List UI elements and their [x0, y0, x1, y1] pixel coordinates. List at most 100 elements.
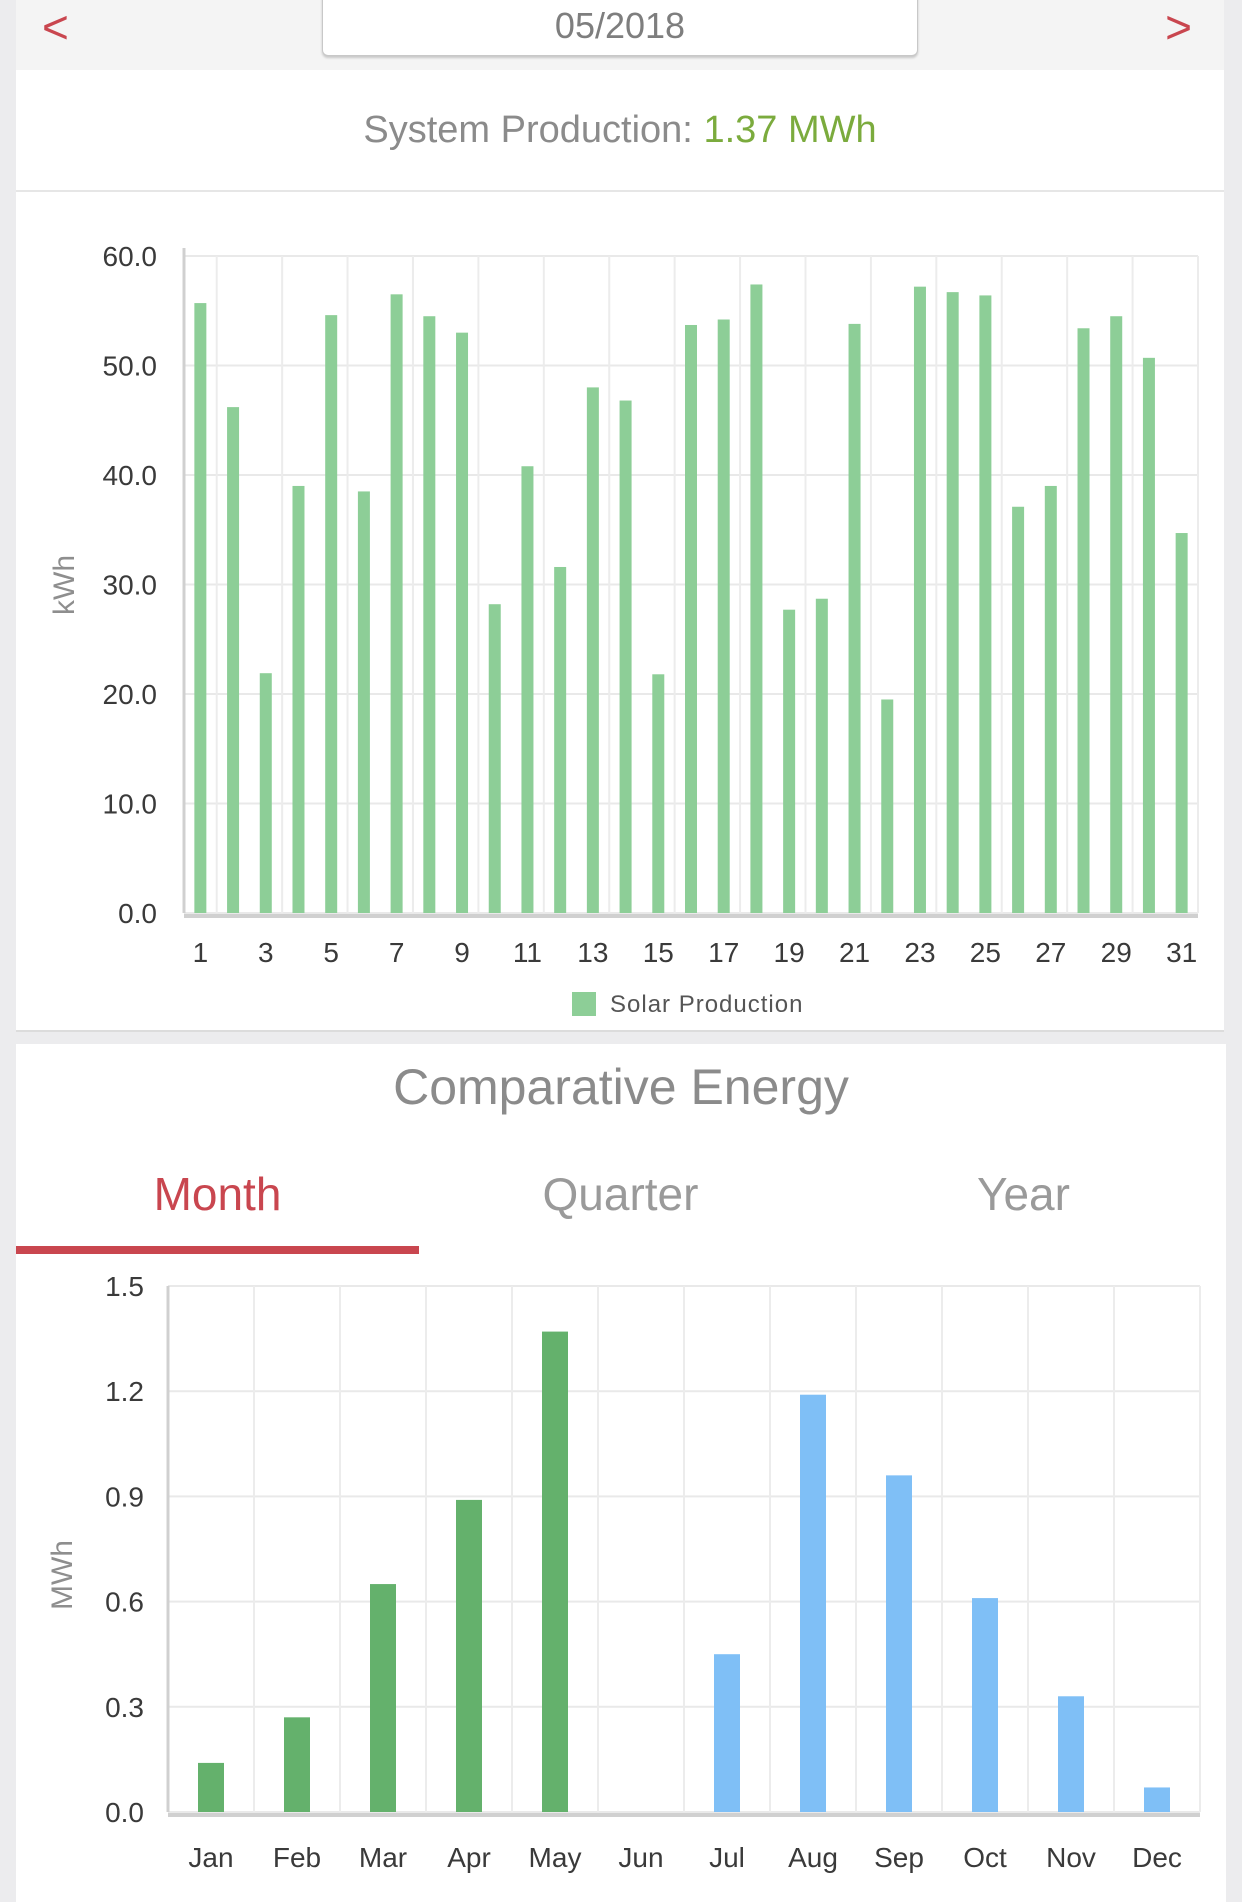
daily-bar [423, 316, 436, 914]
daily-bar [750, 284, 763, 914]
daily-production-chart: 0.010.020.030.040.050.060.01 3 5 7 9 11 13 15 17… [48, 241, 1199, 1018]
comparative-energy-card: Comparative Energy Month Quarter Year 0.… [16, 1044, 1226, 1902]
monthly-bar [542, 1331, 568, 1812]
x-tick-label: Dec [1132, 1842, 1182, 1873]
system-production-label: System Production: [363, 109, 693, 151]
daily-bar [554, 566, 567, 913]
daily-bar [227, 407, 240, 913]
daily-bar [292, 485, 305, 913]
daily-bar [456, 332, 469, 913]
daily-bar [488, 604, 501, 913]
y-tick-label: 0.3 [105, 1692, 144, 1723]
comparative-energy-title: Comparative Energy [393, 1059, 849, 1115]
x-tick-label: 7 [389, 937, 405, 968]
x-tick-label: 23 [904, 937, 935, 968]
monthly-bar [456, 1499, 482, 1812]
x-tick-label: 31 [1166, 937, 1197, 968]
daily-bar [783, 609, 796, 913]
monthly-bar [1144, 1787, 1170, 1812]
y-tick-label: 50.0 [103, 351, 158, 382]
daily-bar [521, 466, 534, 913]
daily-bar [1175, 533, 1188, 913]
next-period-button[interactable]: > [1165, 1, 1192, 53]
daily-bar [1077, 328, 1090, 913]
daily-bar [815, 598, 828, 913]
daily-bar [979, 295, 992, 913]
daily-bar [913, 286, 926, 913]
x-tick-label: Nov [1046, 1842, 1096, 1873]
daily-bar [717, 319, 730, 913]
y-tick-label: 30.0 [103, 570, 158, 601]
y-tick-label: 20.0 [103, 679, 158, 710]
system-production-summary: System Production: 1.37 MWh [16, 70, 1224, 192]
x-tick-label: 13 [577, 937, 608, 968]
y-tick-label: 1.5 [105, 1271, 144, 1302]
x-tick-label: 17 [708, 937, 739, 968]
monthly-bar [198, 1762, 224, 1812]
x-tick-label: Mar [359, 1842, 407, 1873]
x-tick-label: 25 [970, 937, 1001, 968]
monthly-bar [714, 1654, 740, 1812]
x-tick-label: 21 [839, 937, 870, 968]
daily-bar [685, 324, 697, 913]
daily-bar [946, 292, 959, 913]
x-tick-label: 11 [513, 937, 542, 968]
y-axis-label: MWh [46, 1540, 79, 1610]
x-tick-label: Jun [618, 1842, 663, 1873]
tab-month[interactable]: Month [153, 1168, 282, 1220]
daily-bar [259, 673, 272, 913]
x-tick-label: 19 [774, 937, 805, 968]
y-axis-label: kWh [48, 555, 81, 615]
x-tick-label: 9 [454, 937, 470, 968]
x-tick-label: Jul [709, 1842, 745, 1873]
daily-bar [619, 400, 632, 913]
y-tick-label: 0.9 [105, 1481, 144, 1512]
daily-bar [1012, 506, 1025, 913]
x-tick-label: 27 [1035, 937, 1066, 968]
daily-bar [652, 674, 665, 913]
system-production-value: 1.37 MWh [703, 109, 877, 151]
period-tabs: Month Quarter Year [16, 1154, 1226, 1234]
x-tick-label: Oct [963, 1842, 1007, 1873]
y-tick-label: 60.0 [103, 241, 158, 272]
x-tick-label: 3 [258, 937, 274, 968]
x-tick-label: Jan [188, 1842, 233, 1873]
x-tick-label: 15 [643, 937, 674, 968]
tab-year[interactable]: Year [977, 1168, 1070, 1220]
x-tick-label: 29 [1101, 937, 1132, 968]
x-tick-label: Aug [788, 1842, 838, 1873]
x-tick-label: Sep [874, 1842, 924, 1873]
x-tick-label: Apr [447, 1842, 491, 1873]
y-tick-label: 0.0 [118, 898, 157, 929]
x-tick-label: 1 [193, 937, 209, 968]
tab-quarter[interactable]: Quarter [542, 1168, 699, 1220]
monthly-bar [1058, 1696, 1084, 1812]
daily-bar [1110, 316, 1123, 914]
daily-bar [881, 699, 894, 913]
daily-bar [848, 323, 861, 913]
y-tick-label: 1.2 [105, 1376, 144, 1407]
x-tick-label: Feb [273, 1842, 321, 1873]
monthly-bar [284, 1717, 310, 1812]
daily-bar [194, 303, 207, 913]
daily-bar [357, 491, 370, 913]
monthly-bar [886, 1475, 912, 1812]
y-tick-label: 0.6 [105, 1587, 144, 1618]
x-tick-label: 5 [323, 937, 339, 968]
y-tick-label: 40.0 [103, 460, 158, 491]
daily-bar [325, 315, 338, 913]
monthly-bar [370, 1584, 396, 1812]
previous-period-button[interactable]: < [42, 1, 69, 53]
daily-bar [1044, 485, 1057, 913]
active-tab-indicator [16, 1246, 419, 1254]
legend-swatch [572, 992, 596, 1016]
monthly-comparative-chart: 0.0 0.3 0.6 0.9 1.2 1.5 Jan Feb Mar Apr May Jun Jul A… [46, 1271, 1201, 1873]
x-tick-label: May [529, 1842, 582, 1873]
daily-production-card: System Production: 1.37 MWh 0.0 10.0 20.0 3… [16, 70, 1224, 1032]
period-selector[interactable]: 05/2018 [322, 0, 918, 56]
daily-bar [1142, 357, 1155, 914]
daily-bar [586, 387, 599, 913]
monthly-bar [972, 1598, 998, 1812]
y-tick-label: 0.0 [105, 1797, 144, 1828]
monthly-bar [800, 1394, 826, 1812]
